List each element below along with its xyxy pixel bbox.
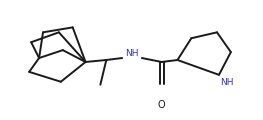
Text: NH: NH <box>125 49 139 58</box>
Text: NH: NH <box>220 78 234 87</box>
Text: O: O <box>158 100 165 111</box>
